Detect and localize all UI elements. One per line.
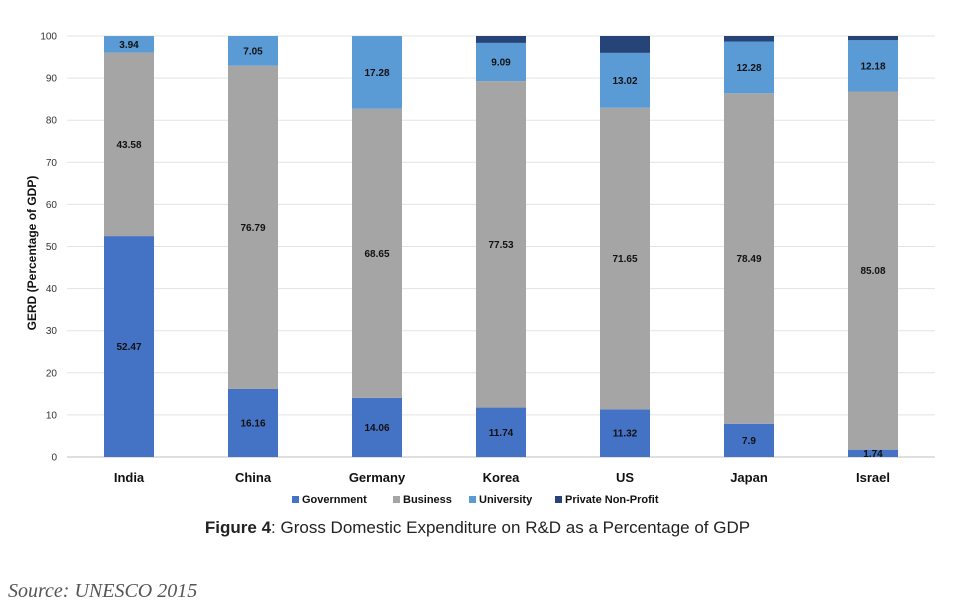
bar-segment xyxy=(848,36,898,41)
data-label: 14.06 xyxy=(364,423,389,434)
bar-segment xyxy=(600,107,650,410)
y-axis-title: GERD (Percentage of GDP) xyxy=(25,176,39,331)
bar-segment xyxy=(724,423,774,457)
legend-label: Business xyxy=(403,494,452,506)
legend-label: Government xyxy=(302,494,367,506)
bar-segment xyxy=(724,93,774,424)
x-tick-label: US xyxy=(616,470,634,485)
legend-label: Private Non-Profit xyxy=(565,494,659,506)
stacked-bar-chart: 0 10 20 30 40 50 60 70 80 90 100 52.47 43.58 3.94 16.… xyxy=(25,32,935,506)
y-tick-label: 30 xyxy=(46,326,58,337)
x-tick-label: Germany xyxy=(349,470,406,485)
legend-item: Private Non-Profit xyxy=(555,494,659,506)
data-label: 85.08 xyxy=(860,266,885,277)
bar-segment xyxy=(848,449,898,457)
data-label: 7.9 xyxy=(742,436,756,447)
y-tick-label: 0 xyxy=(51,453,57,464)
bar-segment xyxy=(476,36,526,43)
data-label: 13.02 xyxy=(612,76,637,87)
x-tick-label: Israel xyxy=(856,470,890,485)
legend-swatch xyxy=(555,496,562,503)
data-label: 3.94 xyxy=(119,40,139,51)
figure-number: Figure 4 xyxy=(204,518,272,537)
bar-segment xyxy=(228,388,278,457)
bar-segment xyxy=(724,41,774,94)
data-label: 11.32 xyxy=(613,429,638,440)
data-label: 17.28 xyxy=(364,68,389,79)
bar-segment xyxy=(352,36,402,109)
bar-segment xyxy=(476,407,526,457)
data-label: 71.65 xyxy=(612,254,637,265)
y-axis-ticks: 0 10 20 30 40 50 60 70 80 90 100 xyxy=(40,32,57,464)
x-tick-label: Korea xyxy=(483,470,521,485)
bar-segment xyxy=(104,52,154,237)
legend-item: Business xyxy=(393,494,452,506)
bar-segment xyxy=(600,52,650,108)
figure-caption: Figure 4: Gross Domestic Expenditure on … xyxy=(0,518,955,538)
y-tick-label: 50 xyxy=(46,242,58,253)
figure-caption-text: : Gross Domestic Expenditure on R&D as a… xyxy=(271,518,751,537)
data-label: 1.74 xyxy=(863,449,883,460)
bar-segment xyxy=(600,409,650,457)
data-label: 12.28 xyxy=(736,63,761,74)
legend: Government Business University Private Non-… xyxy=(292,494,659,506)
bar-segment xyxy=(228,36,278,66)
legend-label: University xyxy=(479,494,533,506)
bar-segment xyxy=(476,42,526,82)
bar-segment xyxy=(352,108,402,398)
bar-segment xyxy=(600,36,650,53)
x-tick-label: China xyxy=(235,470,272,485)
data-label: 12.18 xyxy=(860,61,885,72)
bars: 52.47 43.58 3.94 16.16 76.79 7.05 14.06 68.65 17… xyxy=(104,36,898,460)
bar-segment xyxy=(104,36,154,53)
bar-segment xyxy=(848,91,898,450)
bar-segment xyxy=(848,40,898,92)
bar-segment xyxy=(104,236,154,457)
source-note: Source: UNESCO 2015 xyxy=(8,580,198,602)
x-tick-label: Japan xyxy=(730,470,768,485)
bar-segment xyxy=(476,81,526,408)
data-label: 77.53 xyxy=(488,240,513,251)
y-tick-label: 100 xyxy=(40,32,57,43)
bar-segment xyxy=(724,36,774,42)
y-tick-label: 20 xyxy=(46,368,58,379)
y-tick-label: 10 xyxy=(46,410,58,421)
legend-swatch xyxy=(393,496,400,503)
data-label: 11.74 xyxy=(489,428,514,439)
data-label: 43.58 xyxy=(116,140,141,151)
data-label: 68.65 xyxy=(364,249,389,260)
bar-segment xyxy=(352,397,402,457)
data-label: 52.47 xyxy=(116,342,141,353)
y-tick-label: 40 xyxy=(46,284,58,295)
data-label: 76.79 xyxy=(240,223,265,234)
x-tick-label: India xyxy=(114,470,145,485)
y-tick-label: 60 xyxy=(46,200,58,211)
y-tick-label: 70 xyxy=(46,158,58,169)
legend-item: University xyxy=(469,494,533,506)
y-tick-label: 90 xyxy=(46,74,58,85)
bar-segment xyxy=(228,65,278,389)
data-label: 16.16 xyxy=(240,418,265,429)
data-label: 9.09 xyxy=(491,58,511,69)
legend-item: Government xyxy=(292,494,367,506)
data-label: 78.49 xyxy=(736,254,761,265)
y-tick-label: 80 xyxy=(46,116,58,127)
data-label: 7.05 xyxy=(243,46,263,57)
legend-swatch xyxy=(292,496,299,503)
x-axis-labels: India China Germany Korea US Japan Israel xyxy=(114,470,890,485)
legend-swatch xyxy=(469,496,476,503)
